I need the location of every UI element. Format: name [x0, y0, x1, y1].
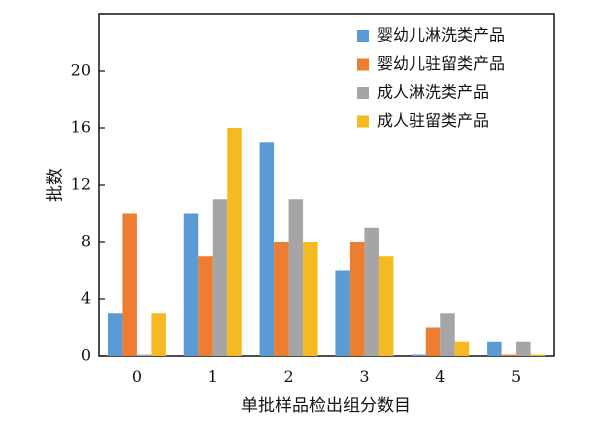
bar-series-0-cat-2: [259, 142, 275, 356]
y-tick-label: 8: [81, 232, 91, 251]
y-tick-label: 16: [71, 118, 91, 137]
bar-series-3-cat-3: [378, 256, 394, 356]
x-tick-label: 0: [132, 367, 142, 386]
bar-series-0-cat-3: [335, 270, 350, 356]
bar-series-2-cat-4: [440, 313, 455, 356]
legend-entry-label: 成人淋洗类产品: [377, 83, 489, 102]
y-tick-label: 12: [71, 175, 91, 194]
x-axis-label: 单批样品检出组分数目: [241, 396, 411, 416]
bar-series-2-cat-0: [136, 354, 152, 356]
y-axis: 0 4 8 12 16 20: [71, 61, 105, 365]
bar-series-3-cat-4: [454, 341, 470, 356]
bar-series-1-cat-4: [425, 327, 441, 356]
bar-series-0-cat-1: [183, 213, 199, 356]
bar-series-1-cat-1: [198, 256, 213, 356]
bar-series-1-cat-2: [274, 242, 289, 356]
y-tick-label: 0: [81, 346, 91, 365]
bar-series-2-cat-1: [212, 199, 228, 356]
y-tick-label: 4: [81, 289, 91, 308]
bars: [107, 128, 546, 356]
bar-series-3-cat-5: [530, 354, 546, 356]
bar-series-2-cat-3: [364, 227, 379, 356]
legend-swatch: [357, 87, 369, 99]
bar-series-1-cat-3: [349, 242, 365, 356]
legend-swatch: [357, 58, 369, 71]
y-axis-label: 批数: [46, 168, 66, 202]
bar-series-1-cat-0: [122, 213, 137, 356]
bar-series-1-cat-5: [501, 354, 517, 356]
bar-series-2-cat-2: [288, 199, 304, 356]
x-tick-label: 4: [435, 367, 445, 386]
bar-series-3-cat-1: [227, 128, 242, 356]
x-axis: 0 1 2 3 4 5: [132, 367, 521, 386]
x-tick-label: 5: [511, 367, 521, 386]
bar-series-3-cat-0: [151, 313, 166, 356]
legend-swatch: [357, 30, 369, 42]
bar-series-3-cat-2: [303, 242, 318, 356]
x-tick-label: 1: [208, 367, 218, 386]
bar-series-0-cat-5: [487, 341, 502, 356]
x-tick-label: 3: [359, 367, 369, 386]
legend-entry-label: 成人驻留类产品: [377, 111, 489, 130]
bar-series-2-cat-5: [516, 341, 531, 356]
legend-entry-label: 婴幼儿驻留类产品: [377, 54, 505, 73]
y-tick-label: 20: [71, 61, 91, 80]
bar-series-0-cat-0: [107, 313, 123, 356]
legend-entry-label: 婴幼儿淋洗类产品: [377, 26, 505, 45]
x-tick-label: 2: [283, 367, 293, 386]
bar-series-0-cat-4: [411, 354, 426, 356]
legend-swatch: [357, 115, 369, 128]
